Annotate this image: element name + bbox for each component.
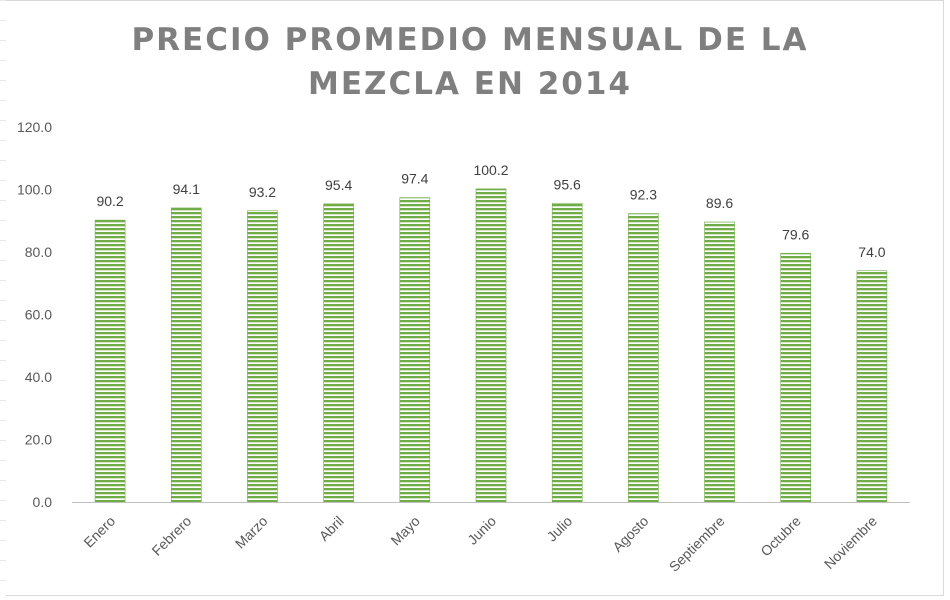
bar-junio <box>475 188 507 503</box>
bar-febrero <box>170 207 202 503</box>
bar-enero <box>94 219 126 503</box>
value-label: 90.2 <box>96 193 123 209</box>
bar-mayo <box>399 197 431 503</box>
y-tick-label: 100.0 <box>17 182 52 198</box>
x-tick-label: Agosto <box>609 513 651 555</box>
value-label: 95.6 <box>554 176 581 192</box>
y-tick-label: 80.0 <box>25 244 52 260</box>
chart-title-line-2: MEZCLA EN 2014 <box>308 66 632 102</box>
value-label: 89.6 <box>706 195 733 211</box>
bar-octubre <box>780 252 812 503</box>
value-label: 95.4 <box>325 177 352 193</box>
value-label: 79.6 <box>782 226 809 242</box>
x-tick-label: Junio <box>464 513 499 548</box>
y-tick-label: 60.0 <box>25 307 52 323</box>
chart-title: PRECIO PROMEDIO MENSUAL DE LA MEZCLA EN … <box>120 18 820 106</box>
y-tick-label: 120.0 <box>17 119 52 135</box>
x-tick-label: Octubre <box>757 513 804 560</box>
x-tick-label: Mayo <box>387 513 423 549</box>
value-labels-group: 90.2 94.1 93.2 95.4 97.4 100.2 95.6 92.3 89.6 79.… <box>96 162 885 260</box>
x-axis-labels-group: Enero Febrero Marzo Abril Mayo Junio Julio Agos… <box>80 513 880 575</box>
bar-agosto <box>628 213 659 503</box>
x-tick-label: Abril <box>316 513 347 544</box>
y-tick-label: 20.0 <box>25 432 52 448</box>
x-tick-label: Marzo <box>232 513 271 552</box>
spreadsheet-gridline-strip <box>0 0 6 600</box>
y-tick-label: 40.0 <box>25 369 52 385</box>
y-axis: 0.0 20.0 40.0 60.0 80.0 100.0 120.0 <box>17 119 52 510</box>
value-label: 94.1 <box>173 181 200 197</box>
bar-julio <box>551 202 583 503</box>
y-tick-label: 0.0 <box>33 494 53 510</box>
value-label: 74.0 <box>858 244 885 260</box>
x-tick-label: Noviembre <box>821 513 880 572</box>
x-tick-label: Enero <box>80 513 118 551</box>
x-tick-label: Febrero <box>148 513 194 559</box>
bar-abril <box>323 203 354 503</box>
x-tick-label: Septiembre <box>666 513 728 575</box>
chart-title-line-1: PRECIO PROMEDIO MENSUAL DE LA <box>131 22 809 58</box>
bar-marzo <box>247 210 278 503</box>
bar-noviembre <box>856 270 888 503</box>
bars-group <box>94 188 888 503</box>
x-tick-label: Julio <box>544 513 576 545</box>
value-label: 92.3 <box>630 187 657 203</box>
value-label: 100.2 <box>473 162 508 178</box>
value-label: 97.4 <box>401 171 428 187</box>
value-label: 93.2 <box>249 184 276 200</box>
bar-septiembre <box>704 221 735 503</box>
